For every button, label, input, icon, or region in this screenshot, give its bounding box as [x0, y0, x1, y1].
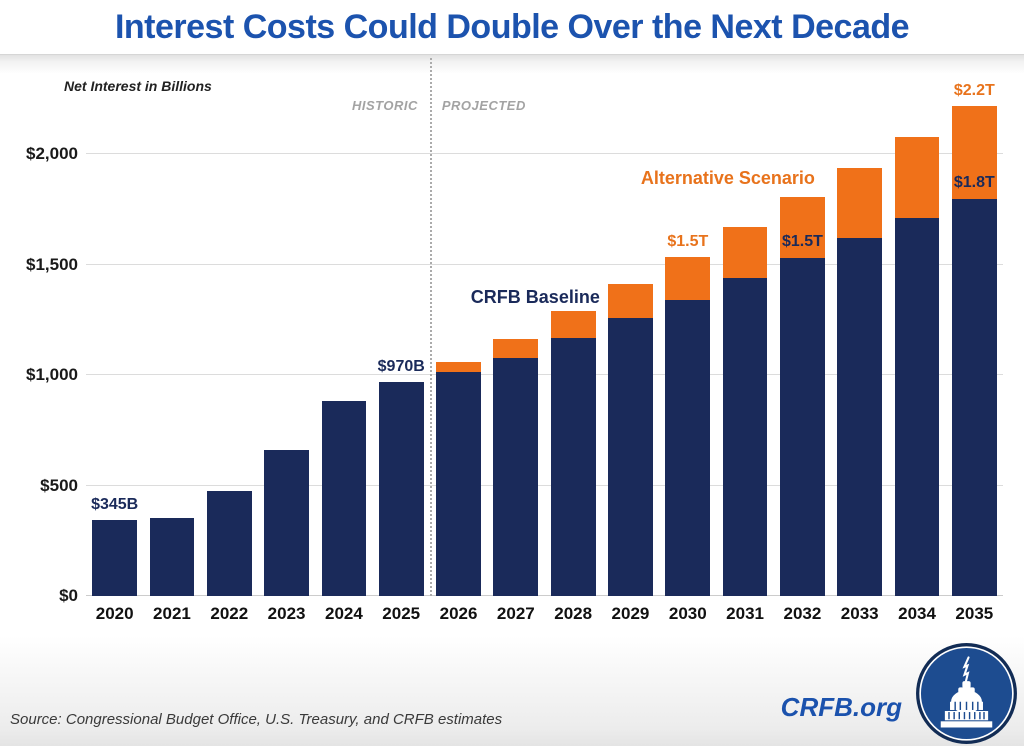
baseline-segment-2032: [780, 258, 825, 596]
value-label-2030-total: $1.5T: [667, 233, 709, 251]
baseline-segment-2030: [665, 300, 711, 596]
baseline-segment-2027: [493, 357, 539, 596]
crfb-org-link[interactable]: CRFB.org: [780, 692, 902, 722]
baseline-segment-2033: [837, 238, 883, 596]
bar-group-2034: [888, 66, 945, 596]
x-tick-2025: 2025: [382, 604, 421, 623]
bar-group-2020: [86, 66, 143, 596]
y-tick-label: $0: [59, 586, 78, 605]
baseline-segment-2024: [321, 401, 367, 596]
x-tick-2027: 2027: [496, 604, 535, 623]
x-tick-2035: 2035: [955, 604, 994, 623]
crfb-logo: [915, 642, 1018, 745]
alternative-series-label: Alternative Scenario: [640, 168, 815, 188]
alternative-segment-2034: [894, 136, 940, 219]
bar-group-2032: [774, 66, 831, 596]
baseline-segment-2034: [894, 218, 940, 596]
y-tick-label: $1,500: [26, 254, 78, 274]
bar-group-2025: [373, 66, 430, 596]
alternative-segment-2028: [550, 311, 596, 338]
baseline-segment-2020: [92, 519, 137, 596]
value-label-2032-baseline: $1.5T: [781, 233, 823, 251]
x-tick-2033: 2033: [840, 604, 879, 623]
historic-projected-divider: [429, 58, 432, 596]
alternative-segment-2032: [780, 197, 825, 259]
bar-group-2030: [659, 66, 716, 596]
x-tick-2028: 2028: [554, 604, 593, 623]
baseline-segment-2031: [722, 278, 768, 596]
baseline-segment-2028: [550, 337, 596, 596]
bar-group-2027: [487, 66, 544, 596]
y-tick-label: $500: [40, 475, 78, 495]
x-tick-2032: 2032: [783, 604, 822, 623]
x-axis-labels: 2020 2021 2022 2023 2024 2025 2026 2027 2028 2029…: [86, 604, 1003, 624]
alternative-segment-2030: [665, 257, 711, 301]
value-label-2025-total: $970B: [377, 357, 425, 375]
gridline-1500: [86, 263, 1003, 265]
bar-group-2026: [430, 66, 487, 596]
y-axis-labels: $0 $500 $1,000 $1,500 $2,000: [8, 66, 78, 605]
baseline-segment-2022: [206, 491, 252, 596]
value-label-2035-total: $2.2T: [953, 81, 995, 99]
bar-group-2023: [258, 66, 315, 596]
baseline-segment-2026: [436, 371, 481, 596]
projected-label: PROJECTED: [441, 98, 526, 113]
value-label-2035-baseline: $1.8T: [953, 173, 995, 191]
baseline-segment-2023: [264, 450, 309, 596]
gridline-2000: [86, 153, 1003, 155]
x-tick-2026: 2026: [439, 604, 478, 623]
baseline-segment-2035: [951, 198, 997, 596]
alternative-segment-2029: [608, 283, 653, 318]
title-bar: Interest Costs Could Double Over the Nex…: [0, 0, 1024, 54]
x-tick-2030: 2030: [668, 604, 707, 623]
alternative-segment-2026: [436, 361, 481, 372]
x-tick-2020: 2020: [95, 604, 134, 623]
axis-note: Net Interest in Billions: [64, 78, 212, 94]
bar-group-2033: [831, 66, 888, 596]
x-tick-2024: 2024: [324, 604, 363, 623]
x-tick-2031: 2031: [726, 604, 764, 623]
bar-group-2028: [545, 66, 602, 596]
alternative-segment-2027: [493, 338, 539, 358]
x-tick-2034: 2034: [898, 604, 936, 623]
capitol-dome-icon: [916, 643, 1017, 744]
bar-group-2021: [143, 66, 200, 596]
bar-group-2035: [946, 66, 1003, 596]
gridline-0: [86, 595, 1003, 596]
baseline-segment-2029: [608, 317, 653, 596]
plot-area: HISTORIC PROJECTED CRFB Baseline Alterna…: [86, 58, 1003, 596]
historic-label: HISTORIC: [351, 98, 418, 113]
bars-container: [86, 66, 1003, 596]
x-tick-2022: 2022: [210, 604, 249, 623]
top-shading-band: [0, 54, 1024, 74]
alternative-segment-2035: [951, 105, 997, 199]
bar-group-2029: [602, 66, 659, 596]
bar-group-2024: [315, 66, 372, 596]
baseline-segment-2025: [378, 381, 424, 596]
gridline-500: [86, 484, 1003, 486]
alternative-segment-2031: [722, 227, 768, 278]
gridline-1000: [86, 374, 1003, 376]
source-note: Source: Congressional Budget Office, U.S…: [10, 711, 503, 728]
page-title: Interest Costs Could Double Over the Nex…: [114, 7, 910, 46]
alternative-segment-2033: [837, 167, 883, 239]
baseline-segment-2021: [149, 518, 195, 596]
bar-group-2031: [716, 66, 773, 596]
baseline-series-label: CRFB Baseline: [470, 287, 600, 307]
x-tick-2029: 2029: [611, 604, 650, 623]
x-tick-2021: 2021: [153, 604, 191, 623]
y-tick-label: $1,000: [26, 365, 78, 385]
x-tick-2023: 2023: [267, 604, 306, 623]
y-tick-label: $2,000: [26, 144, 78, 164]
bottom-shading-band: [0, 636, 1024, 746]
value-label-2020-total: $345B: [91, 495, 139, 513]
bar-group-2022: [201, 66, 258, 596]
